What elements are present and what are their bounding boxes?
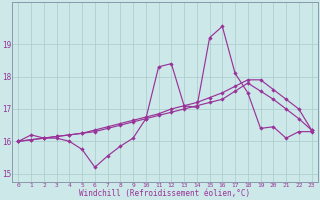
X-axis label: Windchill (Refroidissement éolien,°C): Windchill (Refroidissement éolien,°C) [79, 189, 251, 198]
